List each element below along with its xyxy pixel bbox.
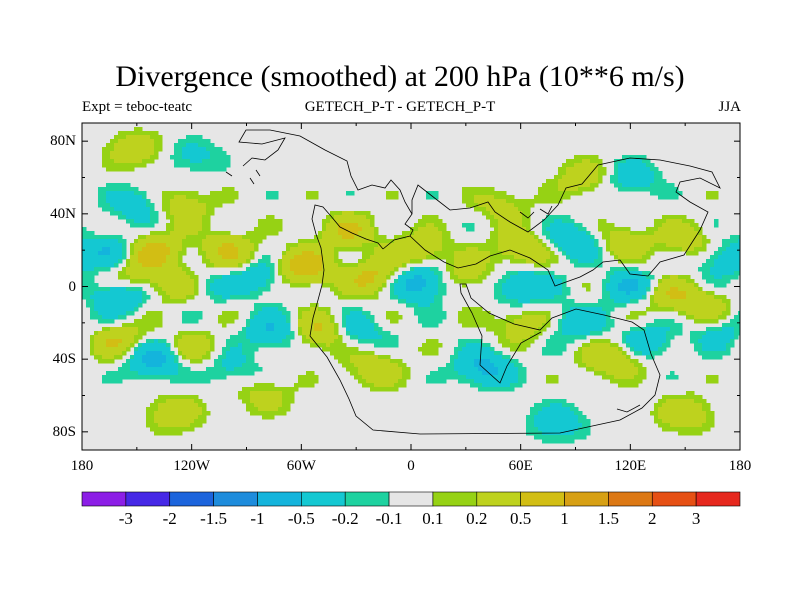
colorbar-box-1 (125, 491, 171, 507)
chart-title: Divergence (smoothed) at 200 hPa (10**6 … (115, 60, 685, 93)
coastline-north-america (238, 129, 414, 250)
x-tick-label: 60E (508, 458, 533, 474)
colorbar-label: -0.2 (331, 509, 359, 528)
axis-ticks (81, 123, 741, 450)
colorbar-label: -0.1 (375, 509, 403, 528)
center-string: GETECH_P-T - GETECH_P-T (304, 99, 496, 115)
colorbar-label: -1.5 (200, 509, 228, 528)
right-string: JJA (718, 99, 741, 115)
colorbar-box-14 (695, 491, 741, 507)
colorbar-box-7 (388, 491, 434, 507)
x-tick-label: 120E (614, 458, 647, 474)
y-tick-label: 0 (68, 278, 77, 295)
colorbar-box-9 (476, 491, 521, 507)
colorbar-box-10 (520, 491, 565, 507)
x-tick-label: 120W (173, 458, 210, 474)
coastline-europe-islands (519, 205, 553, 219)
colorbar-label: -1 (250, 509, 265, 528)
colorbar-label: -2 (162, 509, 177, 528)
colorbar-box-8 (432, 491, 478, 507)
colorbar-label: 2 (648, 509, 657, 528)
coastline-eurasia (409, 157, 721, 287)
colorbar-box-0 (81, 491, 127, 507)
colorbar-label: 0.5 (510, 509, 532, 528)
colorbar-box-2 (169, 491, 214, 507)
coastlines (225, 129, 721, 435)
y-tick-label: 80S (52, 423, 76, 440)
coastline-south-america (309, 204, 661, 435)
colorbar-box-3 (213, 491, 258, 507)
colorbar-label: 0.1 (422, 509, 444, 528)
x-tick-label: 60W (286, 458, 316, 474)
y-tick-label: 40N (50, 205, 76, 222)
colorbar-label: 1.5 (597, 509, 620, 528)
coastline-greenland (225, 169, 261, 185)
colorbar-label: 1 (560, 509, 569, 528)
left-string: Expt = teboc-teatc (82, 99, 193, 115)
colorbar-box-5 (301, 491, 346, 507)
colorbar-box-13 (651, 491, 697, 507)
colorbar-label: 3 (691, 509, 701, 528)
colorbar (81, 491, 741, 507)
colorbar-box-12 (608, 491, 653, 507)
colorbar-box-6 (344, 491, 390, 507)
y-tick-label: 40S (52, 351, 76, 368)
y-tick-label: 80N (50, 133, 76, 150)
colorbar-box-11 (564, 491, 609, 507)
coastline-antarctic-edge (616, 404, 641, 413)
colorbar-label: -0.5 (287, 509, 315, 528)
colorbar-label: 0.2 (466, 509, 488, 528)
x-tick-label: 180 (70, 458, 94, 474)
x-tick-label: 0 (407, 458, 415, 474)
colorbar-label: -3 (118, 509, 133, 528)
x-tick-label: 180 (728, 458, 752, 474)
colorbar-box-4 (257, 491, 302, 507)
